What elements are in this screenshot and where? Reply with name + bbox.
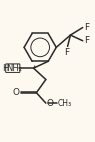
Text: O: O <box>47 99 54 108</box>
Text: F: F <box>65 48 70 57</box>
Text: H: H <box>2 64 8 73</box>
Text: F: F <box>84 23 89 32</box>
Text: CH₃: CH₃ <box>58 99 72 108</box>
Text: O: O <box>13 88 20 97</box>
FancyBboxPatch shape <box>6 64 20 72</box>
Text: F: F <box>84 36 89 45</box>
Text: •: • <box>32 64 36 69</box>
Text: NH₂: NH₂ <box>6 64 22 73</box>
